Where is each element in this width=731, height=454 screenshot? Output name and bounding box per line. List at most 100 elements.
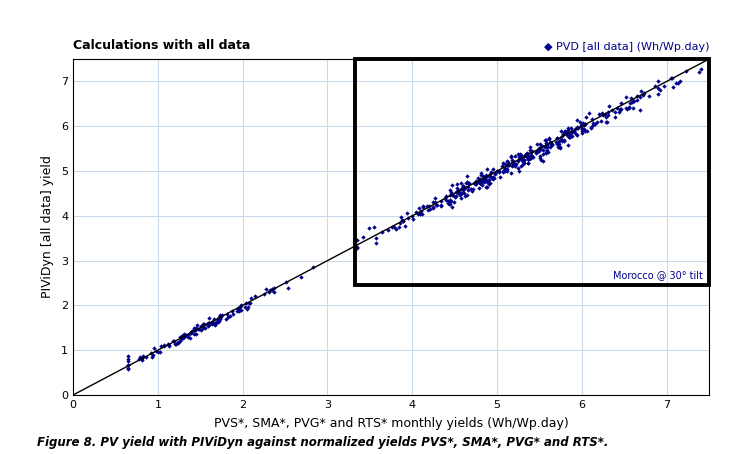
Point — [442, 197, 454, 204]
Point — [517, 154, 529, 161]
Point — [553, 140, 564, 148]
Point — [455, 191, 466, 198]
Point — [444, 186, 455, 193]
Point — [213, 319, 224, 326]
Point — [177, 332, 189, 340]
Point — [150, 347, 162, 355]
Point — [461, 178, 473, 185]
Point — [370, 234, 382, 242]
Point — [522, 152, 534, 159]
Point — [572, 125, 584, 132]
Point — [507, 160, 519, 167]
Point — [536, 142, 548, 149]
Point — [561, 131, 572, 138]
Point — [232, 304, 243, 311]
Point — [554, 144, 566, 152]
Point — [155, 342, 167, 350]
Point — [183, 330, 195, 337]
Point — [167, 337, 179, 344]
Point — [485, 173, 496, 181]
Point — [189, 324, 200, 331]
Point — [427, 198, 439, 206]
Point — [522, 155, 534, 163]
Point — [522, 155, 534, 163]
Point — [466, 185, 478, 192]
Point — [518, 156, 530, 163]
Point — [501, 158, 512, 165]
Point — [456, 190, 468, 197]
Point — [147, 351, 159, 358]
Point — [632, 93, 643, 100]
Point — [167, 337, 178, 344]
Point — [547, 140, 558, 148]
Point — [613, 108, 625, 115]
Point — [637, 91, 649, 99]
Point — [506, 156, 518, 163]
Point — [136, 357, 148, 364]
Point — [470, 181, 482, 188]
Point — [195, 322, 207, 330]
Point — [541, 148, 553, 155]
Point — [566, 128, 577, 136]
Point — [231, 308, 243, 315]
Point — [600, 114, 612, 121]
Point — [163, 342, 175, 350]
Point — [520, 153, 531, 160]
Point — [489, 169, 501, 177]
Point — [609, 114, 621, 121]
Point — [423, 207, 434, 214]
Point — [398, 217, 409, 224]
Point — [458, 185, 469, 192]
Point — [614, 105, 626, 112]
Point — [520, 151, 532, 158]
Point — [446, 203, 458, 211]
Point — [510, 161, 522, 168]
Point — [544, 138, 556, 145]
Point — [135, 353, 146, 360]
Point — [459, 192, 471, 200]
Point — [509, 160, 520, 168]
Point — [173, 339, 184, 346]
Point — [480, 173, 491, 180]
Point — [396, 217, 408, 224]
Point — [589, 120, 601, 127]
Point — [545, 140, 557, 147]
Point — [577, 125, 588, 132]
Point — [146, 353, 158, 360]
Point — [568, 127, 580, 134]
Point — [518, 158, 529, 166]
Point — [264, 286, 276, 294]
Point — [181, 333, 193, 340]
Point — [162, 340, 173, 348]
Point — [518, 160, 529, 168]
Point — [591, 119, 603, 126]
Point — [122, 362, 134, 369]
Point — [558, 137, 570, 144]
Text: Morocco @ 30° tilt: Morocco @ 30° tilt — [613, 270, 703, 280]
Point — [402, 215, 414, 222]
Point — [471, 174, 483, 182]
Point — [520, 151, 532, 158]
Point — [439, 195, 450, 202]
Point — [477, 172, 488, 179]
Point — [470, 177, 482, 184]
Point — [159, 342, 170, 349]
Point — [243, 299, 254, 306]
Point — [224, 313, 236, 320]
Point — [523, 154, 535, 162]
Point — [609, 109, 621, 116]
Point — [659, 82, 670, 89]
Point — [531, 148, 542, 155]
Point — [625, 95, 637, 102]
Point — [209, 321, 221, 328]
Point — [652, 90, 664, 98]
Point — [482, 177, 494, 184]
Point — [185, 330, 197, 337]
Point — [485, 169, 497, 176]
Point — [558, 138, 570, 145]
Point — [638, 89, 650, 97]
Point — [539, 143, 550, 150]
Point — [476, 177, 488, 184]
Point — [213, 316, 225, 323]
Point — [507, 159, 518, 166]
